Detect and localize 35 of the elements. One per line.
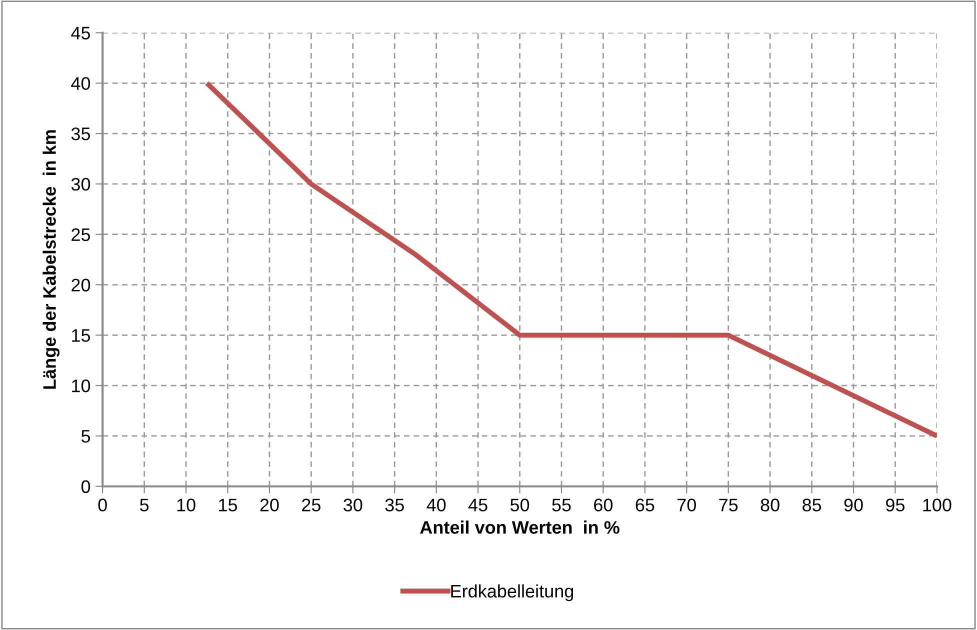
y-tick-label: 5 [81,430,90,443]
x-tick-label: 100 [923,498,952,512]
x-axis-title: Anteil von Werten in % [420,520,620,534]
y-tick-label: 15 [72,329,90,342]
x-tick-label: 5 [140,498,149,512]
x-tick-label: 40 [426,498,446,512]
y-axis-title: Länge der Kabelstrecke in km [42,130,60,389]
x-tick-label: 0 [98,498,107,512]
x-tick-label: 30 [344,498,362,512]
x-tick-label: 15 [219,498,238,512]
x-tick-label: 25 [302,498,320,512]
x-tick-label: 10 [177,498,196,512]
y-tick-label: 0 [81,480,90,494]
x-tick-label: 35 [385,498,404,512]
legend-label: Erdkabelleitung [451,584,574,602]
x-tick-label: 75 [719,498,738,512]
x-tick-label: 70 [678,498,696,512]
x-tick-label: 90 [844,498,863,512]
x-tick-label: 65 [636,498,654,512]
line-series [204,80,937,438]
x-tick-label: 80 [760,498,780,512]
y-tick-label: 25 [72,228,90,242]
x-tick-label: 50 [510,498,530,512]
x-tick-label: 60 [594,498,613,512]
y-tick-label: 20 [72,278,90,292]
x-tick-label: 20 [260,498,279,512]
x-tick-label: 55 [552,498,571,512]
x-tick-label: 85 [802,498,822,512]
y-tick-label: 35 [71,127,90,140]
y-tick-label: 45 [71,26,90,40]
y-tick-label: 30 [71,178,90,191]
y-tick-label: 10 [72,379,90,392]
x-tick-label: 45 [468,498,488,512]
y-tick-label: 40 [71,77,90,90]
x-tick-label: 95 [886,498,905,512]
